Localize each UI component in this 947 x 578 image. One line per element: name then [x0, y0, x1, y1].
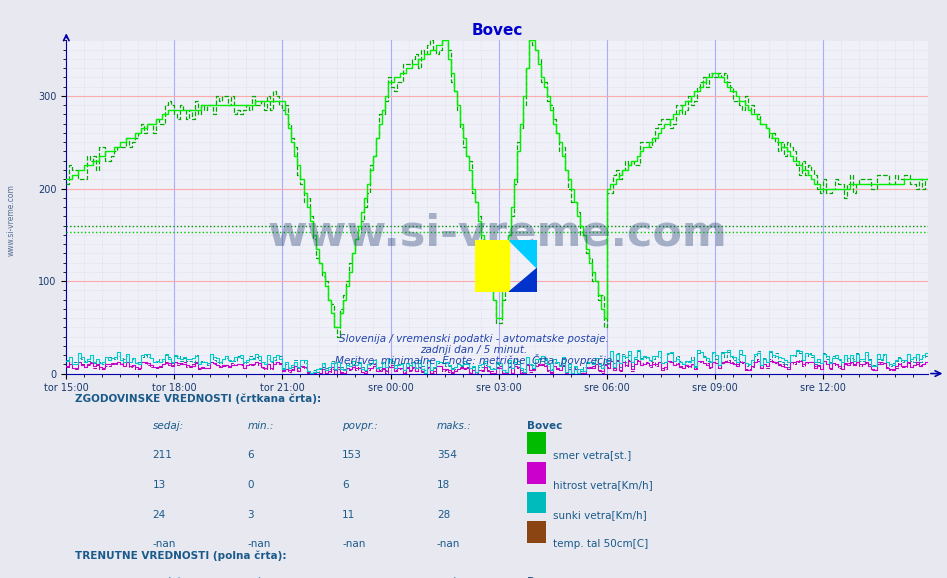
Text: -nan: -nan [342, 539, 366, 550]
Text: sedaj:: sedaj: [152, 421, 184, 431]
FancyBboxPatch shape [527, 492, 546, 513]
Text: 211: 211 [152, 450, 172, 460]
Text: 153: 153 [342, 450, 362, 460]
Text: 354: 354 [437, 450, 456, 460]
Text: 24: 24 [152, 510, 166, 520]
FancyBboxPatch shape [527, 521, 546, 543]
Text: Slovenija / vremenski podatki - avtomatske postaje.: Slovenija / vremenski podatki - avtomats… [339, 334, 608, 344]
Text: 18: 18 [437, 480, 450, 490]
Text: Bovec: Bovec [527, 421, 563, 431]
FancyBboxPatch shape [527, 432, 546, 454]
Text: min.:: min.: [247, 577, 274, 578]
Text: min.:: min.: [247, 421, 274, 431]
Text: 3: 3 [247, 510, 254, 520]
Text: sedaj:: sedaj: [152, 577, 184, 578]
Text: Meritve: minimalne  Enote: metrične  Črta: povprečje: Meritve: minimalne Enote: metrične Črta:… [335, 354, 612, 366]
Polygon shape [475, 240, 509, 292]
Text: temp. tal 50cm[C]: temp. tal 50cm[C] [553, 539, 649, 550]
Text: www.si-vreme.com: www.si-vreme.com [7, 184, 16, 255]
Text: povpr.:: povpr.: [342, 577, 378, 578]
Text: maks.:: maks.: [437, 421, 472, 431]
Text: zadnji dan / 5 minut.: zadnji dan / 5 minut. [420, 345, 527, 355]
Text: -nan: -nan [152, 539, 176, 550]
Text: 6: 6 [247, 450, 254, 460]
Text: povpr.:: povpr.: [342, 421, 378, 431]
Text: hitrost vetra[Km/h]: hitrost vetra[Km/h] [553, 480, 652, 490]
Text: 0: 0 [247, 480, 254, 490]
Text: 6: 6 [342, 480, 348, 490]
Text: Bovec: Bovec [527, 577, 563, 578]
Text: ZGODOVINSKE VREDNOSTI (črtkana črta):: ZGODOVINSKE VREDNOSTI (črtkana črta): [75, 394, 321, 404]
Text: sunki vetra[Km/h]: sunki vetra[Km/h] [553, 510, 647, 520]
Text: maks.:: maks.: [437, 577, 472, 578]
Polygon shape [509, 268, 537, 292]
Text: 11: 11 [342, 510, 355, 520]
Text: TRENUTNE VREDNOSTI (polna črta):: TRENUTNE VREDNOSTI (polna črta): [75, 550, 286, 561]
Polygon shape [509, 240, 537, 268]
Text: www.si-vreme.com: www.si-vreme.com [267, 213, 727, 255]
Text: smer vetra[st.]: smer vetra[st.] [553, 450, 632, 460]
Text: 28: 28 [437, 510, 450, 520]
Title: Bovec: Bovec [472, 23, 523, 38]
FancyBboxPatch shape [527, 462, 546, 484]
Text: -nan: -nan [247, 539, 271, 550]
Text: 13: 13 [152, 480, 166, 490]
Text: -nan: -nan [437, 539, 460, 550]
